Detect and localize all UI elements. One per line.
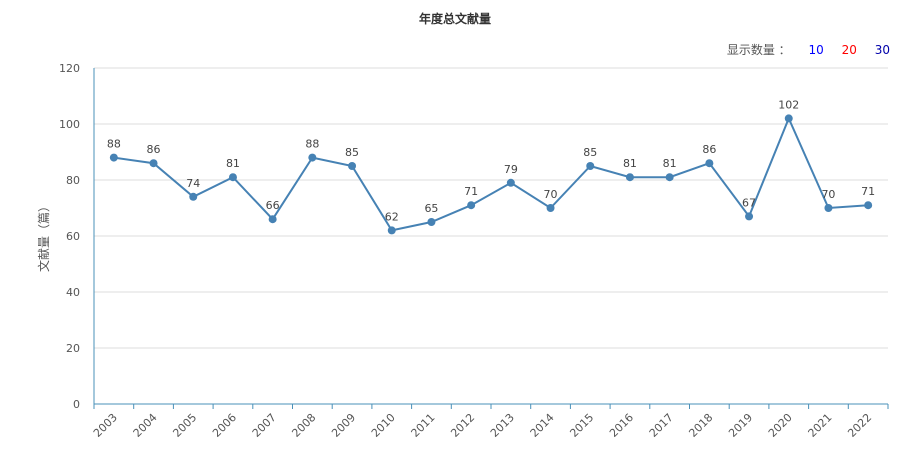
data-point [348,162,357,170]
count-option-30[interactable]: 30 [874,43,890,57]
x-tick-label: 2009 [329,411,358,440]
data-point [149,159,158,168]
x-tick-label: 2016 [607,411,636,440]
x-tick-label: 2012 [448,411,477,440]
data-label: 102 [778,98,799,111]
x-tick-label: 2005 [170,411,199,440]
x-tick-label: 2011 [409,411,438,440]
data-point [546,204,555,212]
x-tick-label: 2017 [647,411,676,440]
data-label: 88 [305,138,319,151]
x-tick-label: 2007 [250,411,279,440]
data-point [506,178,515,187]
data-label: 71 [464,185,478,198]
x-tick-label: 2014 [528,411,557,440]
data-point [427,218,436,226]
data-label: 70 [821,188,835,201]
count-option-10[interactable]: 10 [808,43,824,57]
data-point [864,201,873,210]
data-label: 81 [663,157,677,170]
data-point [625,173,634,182]
y-tick-label: 100 [59,118,80,131]
data-label: 86 [702,143,716,156]
x-tick-label: 2019 [726,411,755,440]
y-axis-title: 文献量（篇） [36,200,51,272]
x-tick-label: 2015 [567,411,596,440]
x-tick-label: 2008 [289,411,318,440]
x-tick-label: 2006 [210,411,239,440]
data-point [586,162,595,170]
x-tick-label: 2003 [91,411,120,440]
data-label: 70 [544,188,558,201]
x-tick-label: 2021 [806,411,835,440]
series-line [113,115,869,232]
y-tick-label: 0 [73,398,80,411]
data-point [784,114,793,123]
x-tick-label: 2020 [766,411,795,440]
data-point [109,153,118,162]
x-tick-label: 2018 [686,411,715,440]
data-point [189,192,198,201]
y-tick-label: 20 [66,342,80,355]
data-point [824,204,833,212]
count-option-20[interactable]: 20 [841,43,857,57]
x-tick-label: 2010 [369,411,398,440]
data-point [665,173,674,182]
data-label: 88 [107,138,121,151]
data-label: 81 [226,157,240,170]
data-point [467,201,476,210]
x-tick-label: 2022 [845,411,874,440]
data-point [308,153,317,162]
data-point [745,212,754,221]
data-label: 66 [266,199,280,212]
data-label: 85 [583,146,597,159]
data-label: 67 [742,196,756,209]
data-point [228,173,237,182]
x-tick-label: 2004 [131,411,160,440]
chart-title: 年度总文献量 [418,12,491,26]
data-label: 71 [861,185,875,198]
y-tick-label: 60 [66,230,80,243]
x-tick-label: 2013 [488,411,517,440]
y-tick-label: 120 [59,62,80,75]
data-label: 65 [424,202,438,215]
data-label: 81 [623,157,637,170]
data-label: 62 [385,210,399,223]
data-label: 79 [504,163,518,176]
data-label: 85 [345,146,359,159]
y-tick-label: 80 [66,174,80,187]
data-label: 74 [186,177,200,190]
display-count-label: 显示数量 ： [726,43,791,57]
data-label: 86 [147,143,161,156]
y-tick-label: 40 [66,286,80,299]
data-point [387,226,396,235]
data-point [268,215,277,224]
data-point [705,159,714,168]
display-count-toggle: 显示数量 ： 10 20 30 [727,41,890,58]
